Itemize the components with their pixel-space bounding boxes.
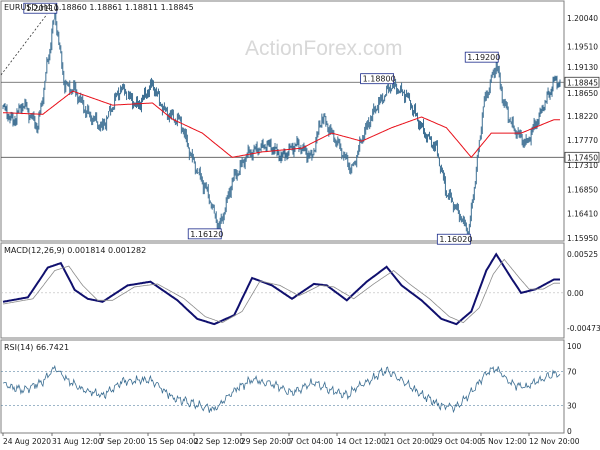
price-y-tick: 1.20040	[567, 14, 598, 23]
annotation-box	[187, 228, 222, 240]
watermark: ActionForex.com	[245, 37, 403, 60]
x-tick-label: 31 Aug 12:00	[52, 437, 103, 446]
rsi-panel-title: RSI(14) 66.7421	[4, 343, 69, 352]
rsi-y-tick: 30	[567, 402, 577, 411]
x-tick-label: 24 Aug 2020	[3, 437, 51, 446]
x-tick-label: 7 Sep 20:00	[100, 437, 146, 446]
price-panel-title: EURUSD,H4 1.18860 1.18861 1.18811 1.1884…	[4, 3, 194, 12]
rsi-panel	[0, 339, 565, 434]
macd-line	[2, 252, 560, 326]
annotation-box	[464, 51, 499, 63]
level-badge-label: 1.17450	[567, 153, 598, 162]
annotation-box	[360, 73, 395, 85]
annotation-box	[436, 233, 471, 245]
x-tick-label: 22 Sep 12:00	[194, 437, 244, 446]
rsi-y-tick: 0	[567, 427, 572, 436]
sma-line	[3, 90, 560, 159]
macd-y-tick: 0.00	[567, 289, 584, 298]
level-badge-label: 1.18845	[567, 78, 598, 87]
rsi-y-tick: 70	[567, 368, 577, 377]
x-tick-label: 5 Nov 12:00	[481, 437, 527, 446]
price-y-tick: 1.17770	[567, 136, 598, 145]
macd-panel-title: MACD(12,26,9) 0.001814 0.001282	[4, 246, 146, 255]
x-tick-label: 21 Oct 20:00	[385, 437, 434, 446]
rsi-y-tick: 100	[567, 342, 582, 351]
trend-line	[0, 13, 48, 76]
price-y-tick: 1.18220	[567, 112, 598, 121]
price-y-tick: 1.17310	[567, 161, 598, 170]
annotation-label: 1.16120	[190, 230, 223, 239]
price-y-tick: 1.16410	[567, 209, 598, 218]
price-y-tick: 1.18650	[567, 89, 598, 98]
rsi-line	[2, 364, 561, 414]
annotation-label: 1.20110	[26, 4, 59, 13]
price-y-tick: 1.19130	[567, 63, 598, 72]
annotation-label: 1.16020	[439, 235, 472, 244]
level-badge	[564, 76, 600, 88]
x-tick-label: 29 Sep 20:00	[241, 437, 291, 446]
price-panel	[0, 0, 565, 242]
x-tick-label: 29 Oct 04:00	[433, 437, 482, 446]
annotation-label: 1.18800	[363, 75, 396, 84]
macd-panel	[0, 242, 565, 339]
signal-line	[2, 258, 560, 324]
price-y-tick: 1.16850	[567, 186, 598, 195]
annotation-box	[23, 2, 58, 14]
macd-y-tick: 0.00525	[567, 250, 598, 259]
price-y-tick: 1.19510	[567, 42, 598, 51]
level-badge	[564, 151, 600, 163]
x-tick-label: 12 Nov 20:00	[529, 437, 580, 446]
annotation-label: 1.19200	[467, 53, 500, 62]
macd-y-tick: -0.004732	[567, 324, 600, 333]
x-tick-label: 15 Sep 04:00	[148, 437, 198, 446]
price-y-tick: 1.15950	[567, 234, 598, 243]
x-tick-label: 14 Oct 12:00	[337, 437, 386, 446]
x-tick-label: 7 Oct 04:00	[289, 437, 333, 446]
